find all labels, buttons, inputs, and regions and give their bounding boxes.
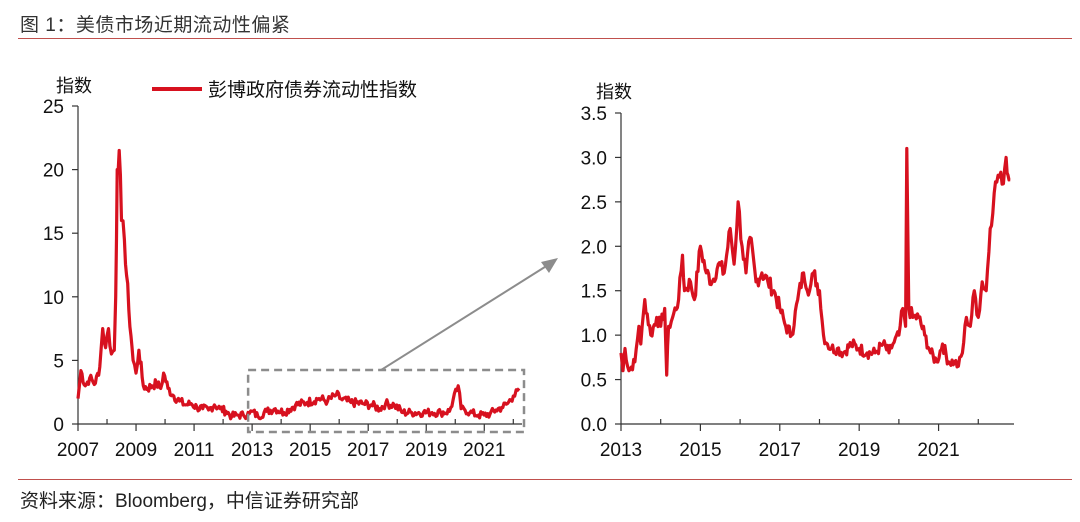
left-y-unit-label: 指数	[56, 76, 92, 97]
y-tick-label: 1.5	[581, 282, 607, 303]
bottom-divider	[18, 479, 1072, 480]
y-tick-label: 0.0	[581, 415, 607, 436]
x-tick-label: 2017	[759, 440, 801, 461]
y-tick-label: 0.5	[581, 371, 607, 392]
x-tick-label: 2021	[463, 440, 505, 461]
arrow-line	[380, 264, 549, 371]
x-tick-label: 2015	[289, 440, 331, 461]
x-tick-label: 2021	[917, 440, 959, 461]
y-tick-label: 3.5	[581, 104, 607, 125]
left-line-chart: 指数 彭博政府债券流动性指数 0 5 10 15 20 25 2007 2009 2011 201…	[43, 76, 558, 461]
right-y-unit-label: 指数	[596, 82, 632, 103]
left-tick-labels: 0 5 10 15 20 25 2007 2009 2011 2013 2015 2017 2019 20…	[43, 97, 506, 461]
y-tick-label: 25	[43, 97, 64, 118]
top-divider	[18, 38, 1072, 39]
figure-title: 图 1：美债市场近期流动性偏紧	[20, 15, 291, 36]
x-tick-label: 2015	[679, 440, 721, 461]
legend-label: 彭博政府债券流动性指数	[208, 79, 417, 101]
x-tick-label: 2017	[347, 440, 389, 461]
x-tick-label: 2019	[405, 440, 447, 461]
y-tick-label: 3.0	[581, 148, 607, 169]
right-line-chart: 指数 0.0 0.5 1.0 1.5 2.0 2.5 3.0 3.5 2013 2015 2017 2…	[581, 82, 1014, 461]
x-tick-label: 2009	[115, 440, 157, 461]
y-tick-label: 0	[53, 415, 64, 436]
zoom-arrow	[380, 258, 558, 371]
legend: 彭博政府债券流动性指数	[152, 79, 417, 101]
y-tick-label: 2.0	[581, 237, 607, 258]
x-tick-label: 2011	[174, 440, 215, 461]
y-tick-label: 1.0	[581, 326, 607, 347]
source-note: 资料来源：Bloomberg，中信证券研究部	[20, 491, 359, 512]
zoom-region-dashed-box	[246, 368, 526, 434]
left-series-line	[76, 148, 521, 421]
x-tick-label: 2013	[231, 440, 273, 461]
chart-canvas: 指数 彭博政府债券流动性指数 0 5 10 15 20 25 2007 2009 2011 201…	[43, 76, 1014, 461]
y-tick-label: 20	[43, 161, 64, 182]
left-axes	[72, 105, 522, 431]
x-tick-label: 2019	[838, 440, 880, 461]
y-tick-label: 10	[43, 288, 64, 309]
right-axes	[615, 112, 1014, 431]
right-series-line	[619, 146, 1011, 377]
arrow-head-icon	[541, 258, 558, 273]
y-tick-label: 5	[53, 351, 64, 372]
y-tick-label: 2.5	[581, 193, 607, 214]
right-tick-labels: 0.0 0.5 1.0 1.5 2.0 2.5 3.0 3.5 2013 2015 2017 2019…	[581, 104, 960, 461]
x-tick-label: 2013	[600, 440, 642, 461]
x-tick-label: 2007	[57, 440, 99, 461]
y-tick-label: 15	[43, 224, 64, 245]
